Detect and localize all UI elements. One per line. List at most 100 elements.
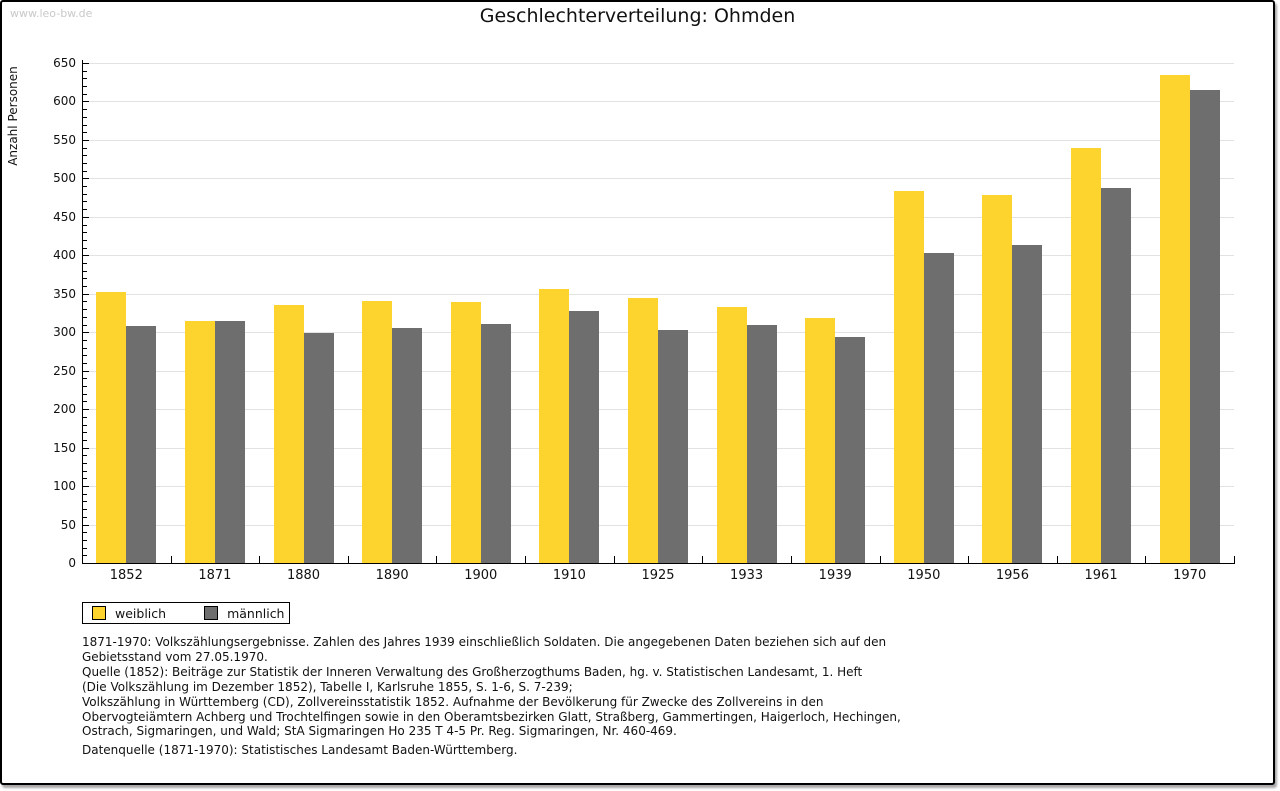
y-major-tick-300 [83,332,89,334]
footnote-line-3: Quelle (1852): Beiträge zur Statistik de… [82,664,863,679]
y-tick-label-550: 550 [53,132,76,147]
y-tick-label-100: 100 [53,479,76,494]
x-tick-label-1910: 1910 [552,568,586,583]
bar-männlich-1956 [1012,245,1043,563]
y-tick-label-300: 300 [53,325,76,340]
legend-swatch-weiblich [92,606,106,620]
bar-männlich-1910 [569,310,600,563]
bar-weiblich-1925 [628,298,658,563]
y-minor-tick-240 [83,378,87,380]
bar-weiblich-1910 [539,289,570,563]
y-major-tick-250 [83,370,89,372]
y-minor-tick-10 [83,555,87,557]
legend-label: männlich [227,605,285,621]
x-tick-8 [790,556,792,563]
bar-männlich-1900 [480,323,511,563]
y-minor-tick-230 [83,386,87,388]
y-tick-label-200: 200 [53,402,76,417]
gridline-y450 [83,216,1234,218]
y-major-tick-100 [83,486,89,488]
bar-weiblich-1961 [1071,147,1102,563]
y-minor-tick-70 [83,509,87,511]
legend-item-männlich: männlich [204,606,284,621]
y-minor-tick-610 [83,93,87,95]
y-minor-tick-530 [83,155,87,157]
gridline-y350 [83,293,1234,295]
bar-weiblich-1950 [893,191,924,563]
y-major-tick-600 [83,101,89,103]
y-minor-tick-310 [83,324,87,326]
y-tick-label-450: 450 [53,209,76,224]
bar-männlich-1890 [392,328,423,563]
y-minor-tick-570 [83,124,87,126]
y-minor-tick-130 [83,463,87,464]
x-tick-label-1900: 1900 [464,568,498,583]
x-tick-label-1950: 1950 [907,568,941,583]
y-minor-tick-510 [83,170,87,172]
y-minor-tick-590 [83,109,87,111]
y-minor-tick-330 [83,309,87,311]
x-tick-1 [170,556,172,563]
bar-weiblich-1900 [450,302,481,563]
y-axis-line [82,60,83,564]
bar-weiblich-1880 [273,304,304,563]
y-tick-label-0: 0 [68,556,76,570]
footnote-line-4: (Die Volkszählung im Dezember 1852), Tab… [82,679,573,694]
y-minor-tick-170 [83,432,87,434]
bar-männlich-1933 [746,324,777,563]
datasource-note: Datenquelle (1871-1970): Statistisches L… [82,743,518,757]
gridline-y550 [83,139,1234,141]
legend: weiblich männlich [82,602,290,624]
y-major-tick-550 [83,139,89,141]
footnote-line-1: 1871-1970: Volkszählungsergebnisse. Zahl… [82,635,887,649]
bar-weiblich-1956 [982,195,1013,563]
y-tick-label-350: 350 [53,286,76,301]
legend-label: weiblich [115,605,167,621]
x-tick-12 [1145,556,1147,563]
y-minor-tick-160 [83,439,87,441]
footnote-line-7: Ostrach, Sigmaringen, und Wald; StA Sigm… [82,724,677,739]
y-minor-tick-90 [83,493,87,495]
gridline-y400 [83,255,1234,257]
x-tick-label-1880: 1880 [286,568,321,583]
footnote-line-5: Volkszählung in Württemberg (CD), Zollve… [82,694,824,709]
y-minor-tick-480 [83,193,87,195]
bar-männlich-1970 [1189,89,1220,563]
bar-weiblich-1890 [362,300,393,563]
y-minor-tick-380 [83,270,87,272]
y-minor-tick-270 [83,355,87,357]
legend-item-weiblich: weiblich [92,606,166,621]
gridline-y650 [83,63,1234,64]
footnotes: 1871-1970: Volkszählungsergebnisse. Zahl… [82,635,901,739]
y-tick-label-600: 600 [53,94,76,109]
y-major-tick-400 [83,255,89,257]
y-minor-tick-630 [83,78,87,80]
x-tick-label-1871: 1871 [198,568,232,583]
x-tick-10 [968,556,970,563]
x-tick-4 [436,556,438,563]
gridline-y600 [83,101,1234,103]
y-minor-tick-420 [83,239,87,241]
y-tick-label-50: 50 [60,517,76,532]
y-major-tick-200 [83,409,89,411]
y-minor-tick-560 [83,132,87,134]
bar-weiblich-1970 [1159,74,1190,563]
x-tick-2 [259,556,261,563]
y-minor-tick-140 [83,455,87,457]
y-minor-tick-370 [83,278,87,280]
gridline-y500 [83,178,1234,180]
y-minor-tick-410 [83,247,87,249]
x-tick-label-1890: 1890 [375,568,409,583]
y-major-tick-450 [83,216,89,218]
y-tick-label-150: 150 [53,440,76,455]
y-minor-tick-390 [83,263,87,264]
y-minor-tick-190 [83,416,87,418]
y-minor-tick-260 [83,363,87,364]
footnote-line-6: Obervogteiämtern Achberg und Trochtelfin… [82,709,901,724]
y-minor-tick-20 [83,547,87,549]
x-axis-line [82,563,1235,564]
y-minor-tick-60 [83,516,87,518]
y-major-tick-500 [83,178,89,180]
y-major-tick-50 [83,524,89,526]
